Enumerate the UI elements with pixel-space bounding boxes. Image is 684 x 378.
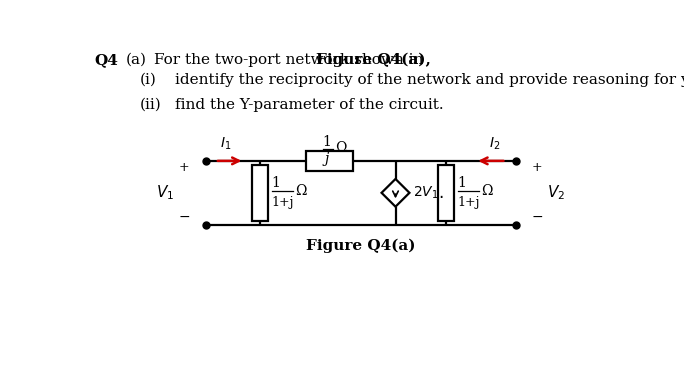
Bar — [252, 165, 267, 221]
Text: +: + — [532, 161, 542, 174]
Text: $2V_1$: $2V_1$ — [412, 184, 438, 201]
Text: −: − — [178, 210, 189, 224]
Text: +: + — [179, 161, 189, 174]
Text: Ω: Ω — [481, 183, 492, 197]
Text: −: − — [531, 210, 543, 224]
Text: 1: 1 — [272, 176, 280, 190]
Text: 1+j: 1+j — [272, 196, 294, 209]
Text: $V_2$: $V_2$ — [547, 183, 565, 202]
Text: (ii): (ii) — [140, 98, 161, 112]
Polygon shape — [382, 179, 410, 207]
Bar — [438, 165, 453, 221]
Text: $I_2$: $I_2$ — [489, 136, 501, 152]
Text: Ω: Ω — [295, 183, 306, 197]
Text: j: j — [324, 152, 328, 166]
Text: 1: 1 — [458, 176, 466, 190]
Text: 1: 1 — [322, 135, 331, 149]
Text: $V_1$: $V_1$ — [157, 183, 174, 202]
Text: find the Y-parameter of the circuit.: find the Y-parameter of the circuit. — [174, 98, 443, 112]
Bar — [306, 151, 353, 171]
Text: Figure Q4(a): Figure Q4(a) — [306, 239, 415, 253]
Text: (i): (i) — [140, 73, 157, 87]
Text: identify the reciprocity of the network and provide reasoning for your answer.: identify the reciprocity of the network … — [174, 73, 684, 87]
Text: (a): (a) — [126, 53, 147, 67]
Text: Q4: Q4 — [95, 53, 119, 67]
Text: .: . — [438, 184, 443, 202]
Text: $I_1$: $I_1$ — [220, 136, 231, 152]
Text: Figure Q4(a),: Figure Q4(a), — [317, 53, 432, 67]
Text: For the two-port network shown in: For the two-port network shown in — [154, 53, 428, 67]
Text: 1+j: 1+j — [458, 196, 480, 209]
Text: Ω: Ω — [335, 141, 347, 155]
